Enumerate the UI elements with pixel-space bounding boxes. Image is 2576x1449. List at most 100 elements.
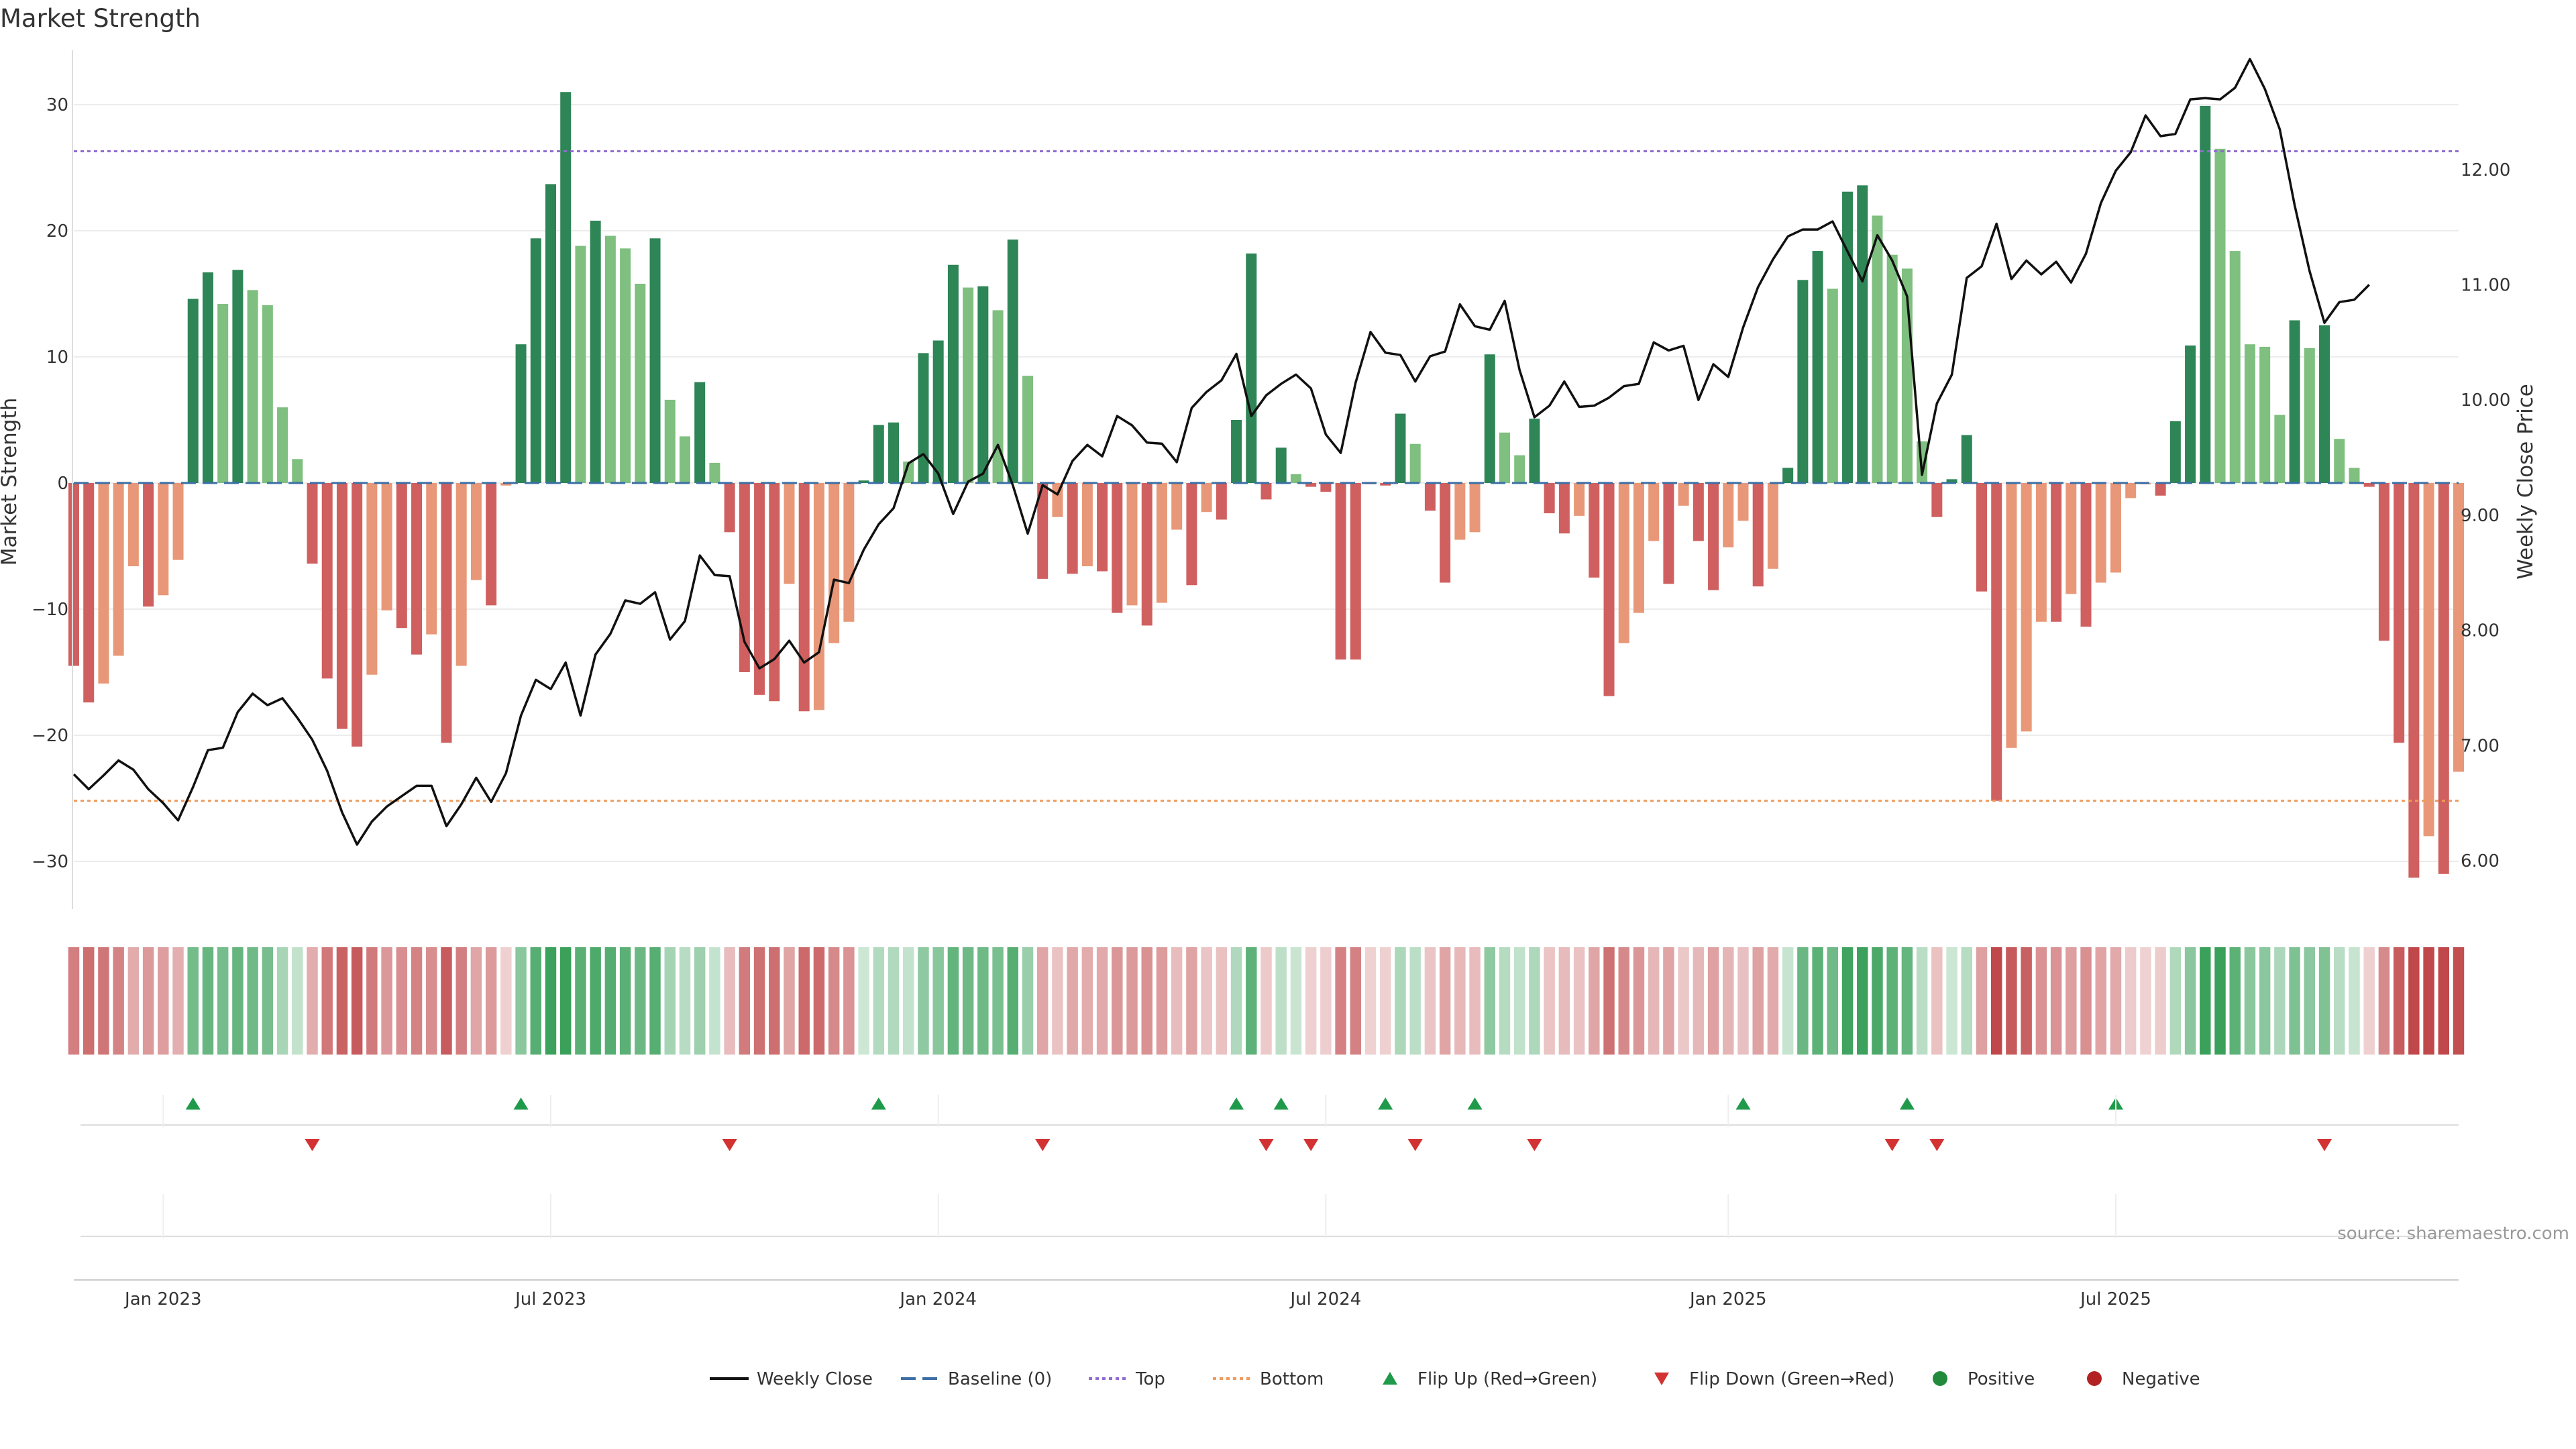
legend-circle-swatch [1933, 1371, 1947, 1386]
heat-cell [351, 947, 363, 1055]
flip-down-marker [1258, 1139, 1274, 1151]
strength-bar [724, 483, 735, 533]
strength-bar [336, 483, 347, 729]
heat-cell [769, 947, 780, 1055]
heat-cell [1827, 947, 1839, 1055]
strength-bar [1737, 483, 1749, 521]
heat-cell [1812, 947, 1823, 1055]
strength-bar [1275, 447, 1287, 483]
heat-cell [500, 947, 512, 1055]
strength-bar [1320, 483, 1332, 492]
strength-bar [1991, 483, 2002, 801]
strength-bar [1409, 443, 1421, 483]
strength-bar [2349, 468, 2360, 483]
heat-cell [559, 947, 572, 1055]
legend-label: Baseline (0) [948, 1369, 1052, 1389]
flip-down-marker [305, 1139, 320, 1151]
y2-tick-label: 6.00 [2461, 851, 2500, 871]
heat-cell [2259, 947, 2271, 1055]
heat-cell [1469, 947, 1481, 1055]
strength-bar [1469, 483, 1481, 533]
strength-bar [798, 483, 810, 712]
y2-axis-label: Weekly Close Price [2514, 384, 2538, 580]
heat-cell [873, 947, 885, 1055]
heat-cell [843, 947, 855, 1055]
strength-bar [143, 483, 154, 607]
strength-bar [1380, 483, 1391, 486]
strength-bar [2214, 148, 2226, 484]
heat-cell [1171, 947, 1183, 1055]
strength-bar [1290, 474, 1301, 483]
strength-bar [262, 305, 273, 483]
heat-cell [1007, 947, 1019, 1055]
heat-cell [2318, 947, 2330, 1055]
heat-cell [1976, 947, 1988, 1055]
flip-up-marker [1273, 1097, 1289, 1110]
y-tick-label: −20 [32, 726, 68, 746]
strength-bar [1782, 468, 1794, 483]
strength-bar [1186, 483, 1197, 586]
heat-cell [232, 947, 244, 1055]
y2-tick-label: 7.00 [2461, 736, 2500, 756]
legend-label: Positive [1968, 1369, 2035, 1389]
heat-cell [411, 947, 423, 1055]
strength-bar [1797, 280, 1809, 483]
strength-bar [83, 483, 95, 703]
strength-bar [2438, 483, 2449, 874]
heat-cell [2453, 947, 2465, 1055]
legend-label: Weekly Close [757, 1369, 873, 1389]
heat-cell [2065, 947, 2077, 1055]
heat-cell [441, 947, 452, 1055]
heat-cell [888, 947, 900, 1055]
strength-bar [694, 382, 706, 483]
strength-bar [1231, 420, 1242, 483]
heat-cell [664, 947, 676, 1055]
heat-cell [1916, 947, 1928, 1055]
strength-bar [1767, 483, 1778, 569]
heat-cell [1693, 947, 1705, 1055]
strength-bar [1752, 483, 1764, 587]
heat-cell [694, 947, 706, 1055]
strength-bar [292, 459, 303, 483]
heat-cell [1857, 947, 1868, 1055]
strength-bar [992, 310, 1004, 483]
heat-cell [381, 947, 392, 1055]
heat-cell [753, 947, 765, 1055]
heat-cell [903, 947, 914, 1055]
heat-cell [635, 947, 646, 1055]
strength-bar [411, 483, 423, 655]
strength-bar [2035, 483, 2047, 622]
strength-bar [352, 483, 363, 747]
heat-cell [1052, 947, 1063, 1055]
strength-bar [1097, 483, 1108, 572]
heat-cell [1141, 947, 1152, 1055]
strength-bar [1081, 483, 1093, 567]
heat-cell [1648, 947, 1660, 1055]
strength-bar [635, 283, 646, 483]
strength-bar [2378, 483, 2390, 641]
strength-bar [977, 286, 989, 483]
heat-cell [485, 947, 497, 1055]
y-axis-right: 12.00 11.00 10.00 9.00 8.00 7.00 6.00 [2461, 160, 2510, 871]
heat-cell [1573, 947, 1585, 1055]
strength-bar [843, 483, 855, 622]
strength-bar [2319, 325, 2330, 483]
heat-cell [1946, 947, 1957, 1055]
strength-bar [1499, 432, 1510, 483]
strength-bar [98, 483, 109, 684]
legend-item: Top [1089, 1369, 1165, 1389]
legend-label: Flip Up (Red→Green) [1417, 1369, 1597, 1389]
heat-cell [1305, 947, 1317, 1055]
heat-cell [1737, 947, 1749, 1055]
heat-cell [858, 947, 869, 1055]
heat-cell [292, 947, 303, 1055]
heat-cell [1589, 947, 1600, 1055]
heat-cell [217, 947, 229, 1055]
strength-bar [455, 483, 467, 666]
legend-item: Weekly Close [710, 1369, 873, 1389]
heat-cell [604, 947, 616, 1055]
strength-bars [68, 92, 2464, 878]
strength-bar [1648, 483, 1660, 541]
heat-cell [590, 947, 601, 1055]
strength-bar [1976, 483, 1987, 592]
